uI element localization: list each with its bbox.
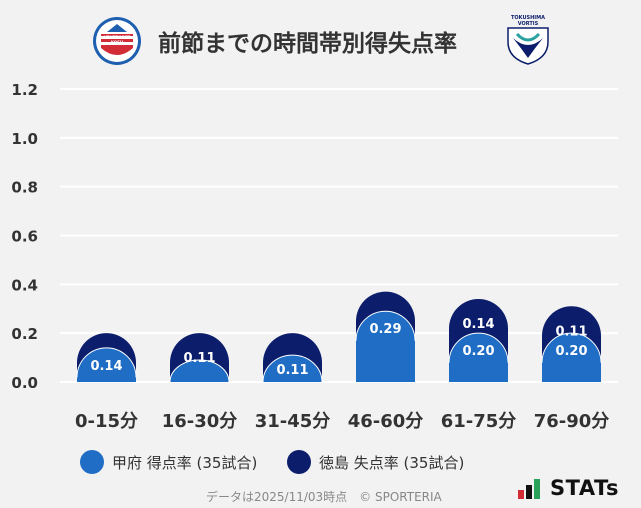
x-tick-label: 31-45分: [255, 411, 331, 432]
x-tick-label: 16-30分: [162, 411, 238, 432]
bar-home: [170, 360, 229, 382]
y-tick-label: 0.4: [11, 276, 38, 294]
chart-title: 前節までの時間帯別得失点率: [158, 31, 457, 57]
legend-away-label: 徳島 失点率 (35試合): [319, 453, 465, 472]
data-label-away: 0.11: [555, 324, 587, 339]
bar-home: [356, 311, 415, 382]
bar-home: [542, 333, 601, 382]
bar-home-outline: [448, 332, 509, 363]
data-label-home: 0.20: [462, 344, 494, 359]
stats-brand: STATs: [518, 476, 619, 500]
y-tick-label: 0.2: [11, 325, 38, 343]
bar-home: [77, 347, 136, 382]
legend-away: 徳島 失点率 (35試合): [287, 449, 464, 475]
stats-logo-icon: [518, 477, 544, 499]
x-tick-label: 76-90分: [534, 411, 610, 432]
legend-home-label: 甲府 得点率 (35試合): [112, 453, 258, 472]
y-tick-label: 1.2: [11, 81, 38, 99]
stats-brand-text: STATs: [550, 476, 619, 500]
away-crest-text: TOKUSHIMA VORTIS: [511, 15, 545, 27]
home-team-crest: [93, 17, 141, 65]
legend-home-swatch: [80, 450, 104, 474]
y-tick-label: 0.8: [11, 179, 38, 197]
bar-home-outline: [169, 359, 230, 383]
data-label-home: 0.20: [555, 344, 587, 359]
y-tick-label: 0.0: [11, 374, 38, 392]
y-tick-label: 0.6: [11, 228, 38, 246]
bar-home: [449, 333, 508, 382]
legend-away-swatch: [287, 450, 311, 474]
bar-home-outline: [262, 354, 323, 383]
x-tick-label: 46-60分: [348, 411, 424, 432]
home-crest-text: VENTFORET KOFU: [103, 35, 131, 45]
legend-home: 甲府 得点率 (35試合): [80, 449, 257, 475]
data-label-home: 0.29: [369, 322, 401, 337]
y-tick-label: 1.0: [11, 130, 38, 148]
data-label-home: 0.14: [90, 359, 122, 374]
x-tick-label: 0-15分: [75, 411, 138, 432]
x-tick-label: 61-75分: [441, 411, 517, 432]
away-team-crest: [507, 27, 549, 65]
bar-home-outline: [541, 332, 602, 363]
bar-home-outline: [76, 347, 137, 378]
bar-home-outline: [355, 310, 416, 341]
data-label-home: 0.11: [276, 363, 308, 378]
data-label-away: 0.14: [462, 317, 494, 332]
chart: 0.0 0.2 0.4 0.6 0.8 1.0 1.2 0.14 0-15分 0.11 16-30分…: [11, 81, 618, 432]
data-label-away: 0.11: [183, 351, 215, 366]
bar-home: [263, 355, 322, 382]
footer-credit: データは2025/11/03時点 © SPORTERIA: [206, 490, 442, 504]
